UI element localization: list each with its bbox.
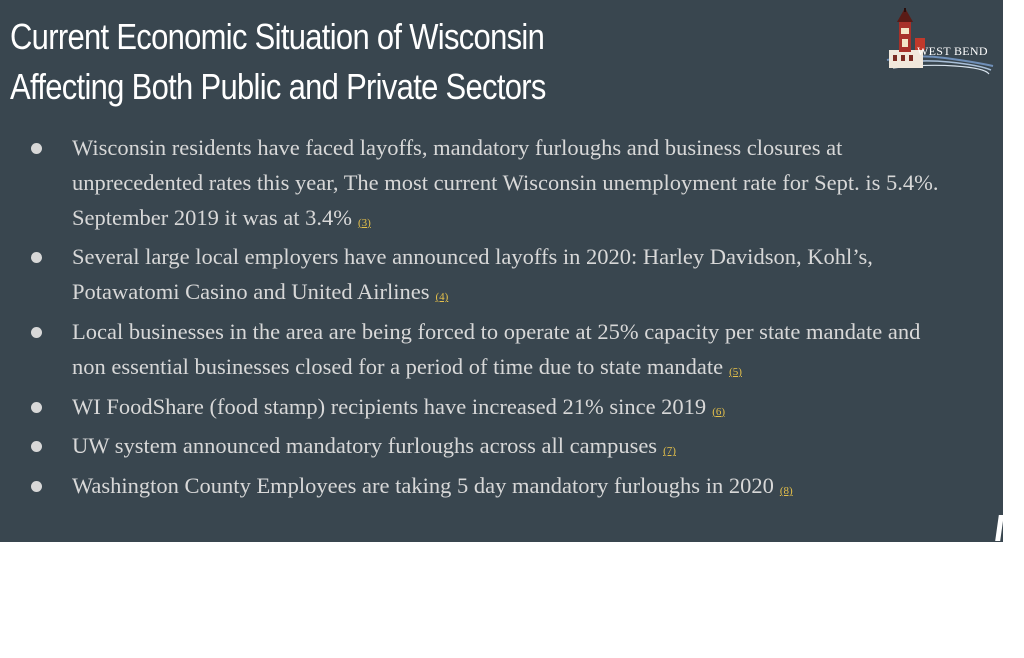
bullet-text: Several large local employers have annou… (72, 244, 873, 305)
reference-link[interactable]: (7) (663, 445, 676, 458)
bullet-text: Wisconsin residents have faced layoffs, … (72, 135, 939, 230)
slide-title-line-1: Current Economic Situation of Wisconsin (10, 16, 545, 57)
bullet-item: Wisconsin residents have faced layoffs, … (0, 131, 952, 240)
slide-title-line-2: Affecting Both Public and Private Sector… (10, 66, 546, 107)
bullet-text: Washington County Employees are taking 5… (72, 473, 774, 499)
bullet-dot-icon (31, 326, 42, 338)
bullet-dot-icon (31, 252, 42, 264)
reference-link[interactable]: (6) (712, 405, 726, 418)
bullet-text: WI FoodShare (food stamp) recipients hav… (72, 393, 707, 419)
bullet-dot-icon (31, 401, 42, 413)
slide-title: Current Economic Situation of Wisconsin … (10, 12, 750, 112)
bullet-item: UW system announced mandatory furloughs … (0, 429, 952, 469)
city-hall-tower-icon (886, 8, 994, 75)
bullet-item: WI FoodShare (food stamp) recipients hav… (0, 390, 952, 430)
reference-link[interactable]: (8) (779, 485, 793, 498)
reference-link[interactable]: (4) (435, 291, 449, 304)
reference-link[interactable]: (3) (357, 216, 371, 229)
bullet-item: Washington County Employees are taking 5… (0, 469, 952, 509)
bullet-item: Local businesses in the area are being f… (0, 315, 952, 390)
logo-text: WEST BEND (917, 44, 988, 58)
bullet-text: UW system announced mandatory furloughs … (72, 433, 658, 459)
bullet-dot-icon (31, 143, 42, 154)
bullet-list: Wisconsin residents have faced layoffs, … (0, 131, 990, 509)
reference-link[interactable]: (5) (729, 365, 742, 378)
bullet-dot-icon (31, 481, 42, 493)
bullet-text: Local businesses in the area are being f… (72, 318, 921, 379)
bullet-dot-icon (31, 441, 42, 453)
slide: Current Economic Situation of Wisconsin … (0, 0, 1003, 542)
bullet-item: Several large local employers have annou… (0, 240, 952, 315)
